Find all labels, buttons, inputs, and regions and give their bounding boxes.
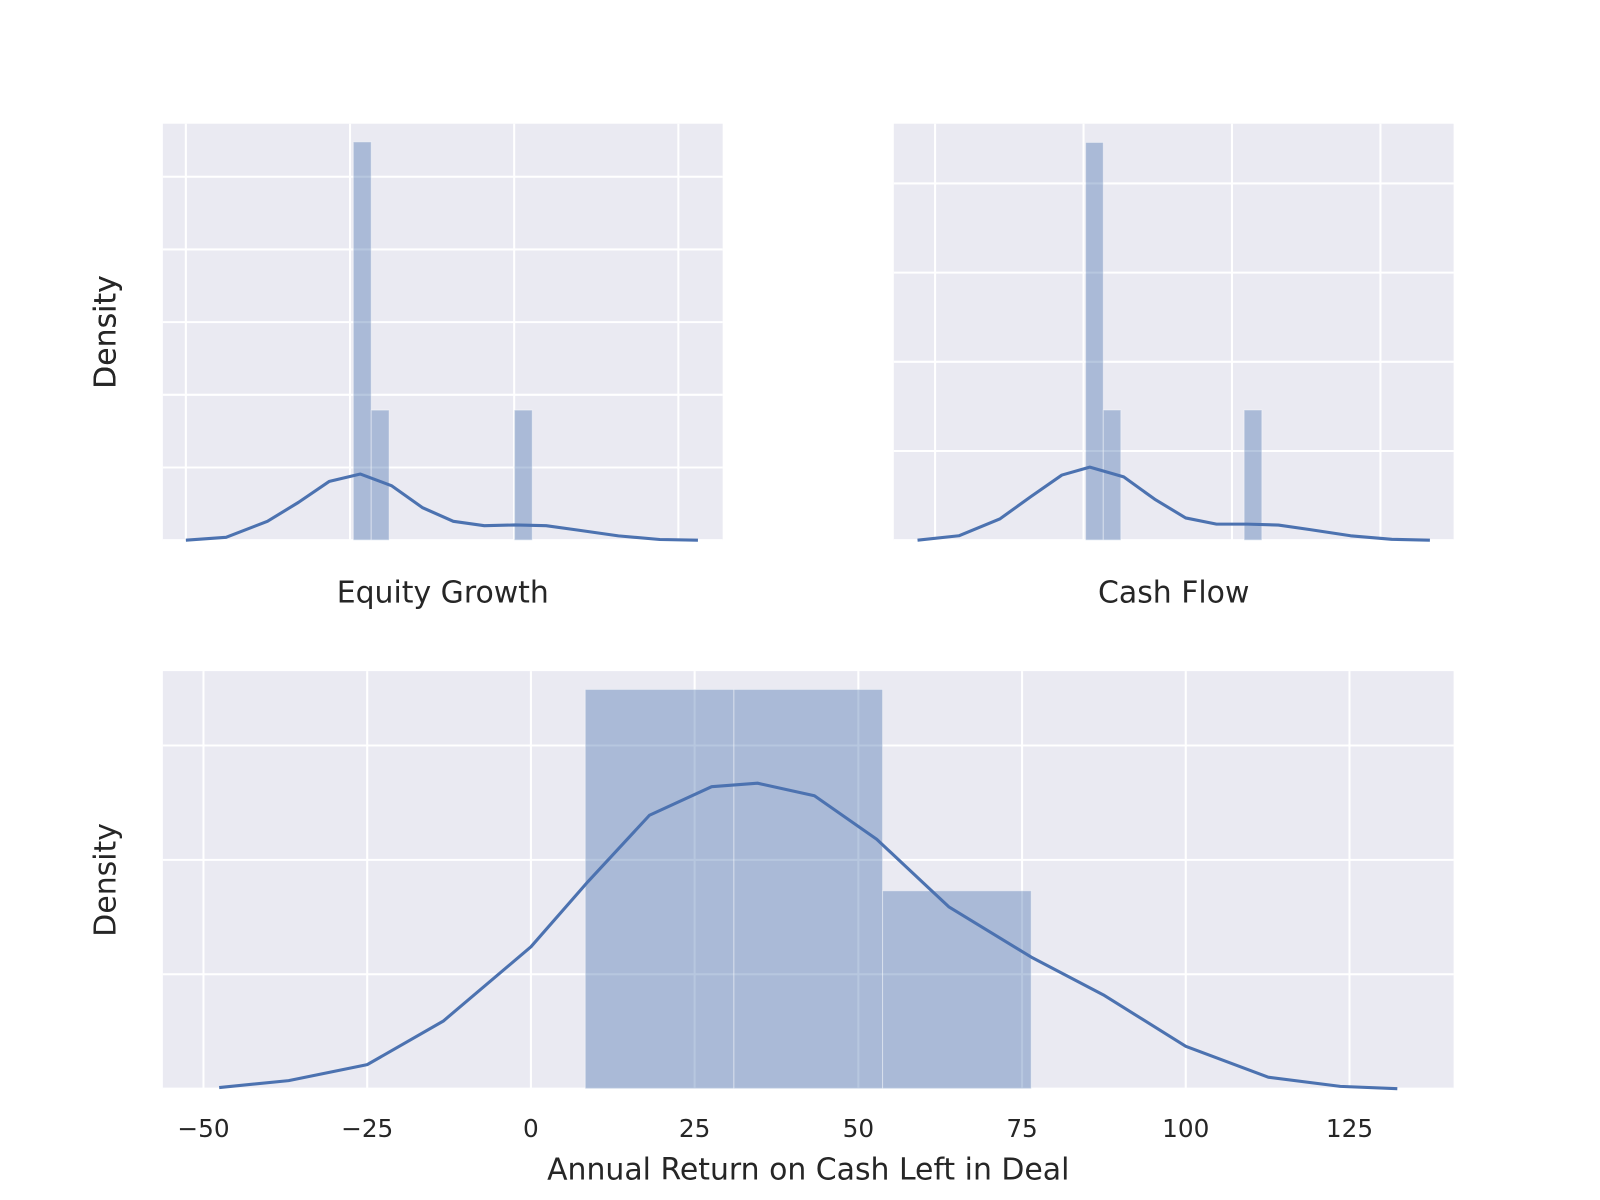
x-tick-label: 125 bbox=[1326, 1114, 1373, 1143]
kde-line bbox=[185, 472, 698, 542]
x-axis-label: Annual Return on Cash Left in Deal bbox=[547, 1153, 1069, 1188]
x-axis-label: Cash Flow bbox=[1098, 575, 1249, 610]
plot-area bbox=[162, 123, 723, 541]
y-axis-label: Density bbox=[89, 275, 124, 389]
x-axis-label: Equity Growth bbox=[337, 575, 549, 610]
bar bbox=[370, 409, 390, 541]
bar bbox=[1085, 141, 1104, 541]
x-tick-label: 100 bbox=[1162, 1114, 1209, 1143]
x-tick-label: 25 bbox=[679, 1114, 710, 1143]
kde-line bbox=[219, 781, 1398, 1091]
bar bbox=[584, 688, 735, 1090]
plot-area bbox=[162, 671, 1454, 1089]
x-tick-label: −25 bbox=[341, 1114, 393, 1143]
y-axis-label: Density bbox=[89, 823, 124, 937]
x-tick-label: 0 bbox=[523, 1114, 539, 1143]
bar bbox=[1243, 409, 1263, 541]
bar bbox=[733, 688, 884, 1090]
bar bbox=[513, 409, 533, 541]
kde-line bbox=[917, 465, 1430, 542]
bar bbox=[882, 890, 1032, 1090]
plot-area bbox=[893, 123, 1454, 541]
x-tick-label: 75 bbox=[1006, 1114, 1037, 1143]
x-tick-label: −50 bbox=[177, 1114, 229, 1143]
bar bbox=[352, 141, 372, 541]
y-axis-label: Density bbox=[89, 275, 124, 389]
x-tick-label: 50 bbox=[843, 1114, 874, 1143]
